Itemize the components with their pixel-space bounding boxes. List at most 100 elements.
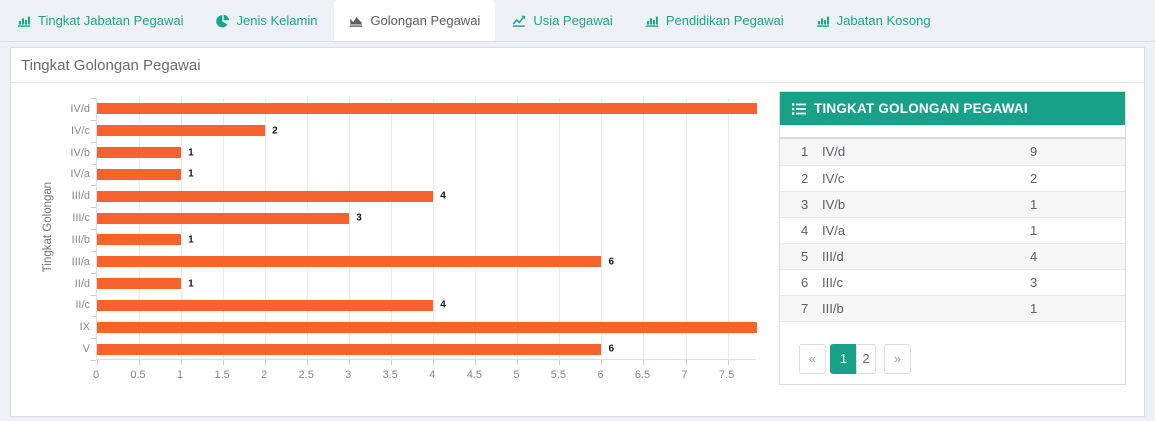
x-axis-tick bbox=[139, 360, 141, 365]
row-value-cell: 1 bbox=[1015, 190, 1125, 217]
table-footer-empty-row bbox=[780, 321, 1125, 334]
table-row: 1 IV/d 9 bbox=[780, 139, 1125, 165]
x-axis-tick-label: 1.5 bbox=[214, 369, 230, 381]
bar-ii-d bbox=[97, 278, 182, 290]
y-axis-label: III/c bbox=[72, 212, 90, 225]
tab-label: Golongan Pegawai bbox=[370, 13, 481, 28]
x-axis-tick bbox=[601, 360, 603, 365]
row-label-cell: IV/a bbox=[822, 216, 1015, 243]
x-axis-tick-label: 4.5 bbox=[466, 369, 482, 381]
bar-v bbox=[97, 343, 602, 355]
tab-usia-pegawai[interactable]: Usia Pegawai bbox=[497, 0, 628, 41]
y-axis-label: IV/c bbox=[71, 124, 90, 137]
y-axis-label: III/d bbox=[71, 190, 90, 203]
row-index-cell: 4 bbox=[780, 216, 822, 243]
table-row: 2 IV/c 2 bbox=[780, 164, 1125, 191]
y-axis-label: V bbox=[82, 343, 90, 356]
y-axis-tick bbox=[91, 294, 96, 296]
bar-value-label: 4 bbox=[440, 190, 446, 202]
gridline bbox=[223, 98, 225, 359]
bar-value-label: 3 bbox=[356, 212, 362, 224]
x-axis-tick-label: 5 bbox=[513, 369, 520, 381]
x-axis-tick-label: 6 bbox=[597, 369, 604, 381]
bar-iv-c bbox=[97, 125, 266, 137]
summary-table-body: 1 IV/d 9 2 IV/c 2 3 IV/b 1 4 IV/a 1 5 III/d 4 6 III/c 3 7 I… bbox=[780, 139, 1125, 321]
bar-iv-b bbox=[97, 147, 182, 159]
x-axis-tick bbox=[391, 360, 393, 365]
chart-panel: Tingkat Golongan Pegawai Tingkat Golonga… bbox=[10, 47, 1145, 417]
y-axis-tick bbox=[91, 229, 96, 230]
gridline bbox=[433, 98, 435, 359]
summary-card-title: TINGKAT GOLONGAN PEGAWAI bbox=[814, 101, 1028, 116]
table-row: 7 III/b 1 bbox=[780, 294, 1125, 321]
bar-value-label: 1 bbox=[188, 278, 194, 290]
x-axis-tick bbox=[517, 360, 519, 365]
gridline bbox=[517, 98, 519, 359]
x-axis-tick bbox=[265, 360, 267, 365]
x-axis-tick-label: 7.5 bbox=[718, 369, 735, 381]
summary-card: TINGKAT GOLONGAN PEGAWAI 1 IV/d 9 2 IV/c 2 3 IV… bbox=[779, 91, 1126, 385]
x-axis-tick bbox=[433, 360, 435, 365]
y-axis-label: III/b bbox=[71, 233, 90, 246]
row-label-cell: IV/c bbox=[822, 164, 1015, 191]
x-axis-tick-label: 5.5 bbox=[550, 369, 567, 381]
gridline bbox=[643, 98, 645, 359]
gridline bbox=[349, 98, 351, 359]
tab-pendidikan-pegawai[interactable]: Pendidikan Pegawai bbox=[630, 0, 799, 41]
page-button-2[interactable]: 2 bbox=[856, 344, 876, 374]
bar-chart-icon bbox=[816, 14, 830, 28]
x-axis-tick bbox=[727, 360, 729, 365]
tab-jabatan-kosong[interactable]: Jabatan Kosong bbox=[801, 0, 946, 41]
tab-tingkat-jabatan-pegawai[interactable]: Tingkat Jabatan Pegawai bbox=[2, 0, 199, 41]
y-axis-label: III/a bbox=[71, 255, 90, 268]
y-axis-label: IV/a bbox=[70, 168, 90, 181]
page-button-1[interactable]: 1 bbox=[830, 344, 857, 374]
y-axis-tick bbox=[91, 207, 96, 209]
tab-label: Usia Pegawai bbox=[533, 13, 613, 28]
y-axis-label: II/d bbox=[74, 277, 90, 290]
x-axis-tick-label: 4 bbox=[429, 369, 436, 381]
gridline bbox=[559, 98, 561, 359]
x-axis-tick-label: 0 bbox=[92, 369, 100, 381]
bar-value-label: 1 bbox=[188, 234, 194, 246]
table-row: 5 III/d 4 bbox=[780, 242, 1125, 269]
bar-value-label: 1 bbox=[188, 168, 194, 180]
collapse-button[interactable] bbox=[1112, 54, 1134, 76]
bar-chart-icon bbox=[17, 14, 31, 28]
page-next-button[interactable]: » bbox=[884, 344, 911, 374]
x-axis-tick-label: 0.5 bbox=[130, 369, 146, 381]
tab-bar: Tingkat Jabatan Pegawai Jenis Kelamin Golo… bbox=[0, 0, 1155, 42]
page-prev-button[interactable]: « bbox=[799, 344, 826, 374]
x-axis-tick bbox=[223, 360, 225, 365]
row-value-cell: 2 bbox=[1015, 164, 1125, 191]
row-index-cell: 3 bbox=[780, 190, 822, 217]
x-axis-tick bbox=[97, 360, 98, 365]
gridline bbox=[181, 98, 183, 359]
y-axis-tick bbox=[91, 119, 96, 121]
x-axis-tick-label: 3.5 bbox=[382, 369, 398, 381]
bar-value-label: 6 bbox=[608, 256, 615, 268]
tab-label: Pendidikan Pegawai bbox=[665, 13, 784, 28]
y-axis-tick bbox=[91, 98, 96, 99]
y-axis-tick bbox=[91, 272, 96, 274]
bar-iii-c bbox=[97, 212, 350, 224]
bar-chart-icon bbox=[645, 14, 659, 28]
y-axis-label: IX bbox=[79, 321, 90, 334]
x-axis-tick bbox=[181, 360, 183, 365]
bar-iii-a bbox=[97, 256, 602, 268]
row-value-cell: 9 bbox=[1030, 144, 1038, 160]
tab-label: Tingkat Jabatan Pegawai bbox=[38, 13, 184, 28]
bar-iii-b bbox=[97, 234, 182, 246]
y-axis-label: IV/d bbox=[70, 102, 90, 115]
y-axis-tick bbox=[91, 250, 96, 252]
row-label-cell: III/b bbox=[822, 294, 1015, 321]
x-axis-tick bbox=[643, 360, 645, 365]
line-chart-icon bbox=[512, 14, 526, 28]
x-axis-tick bbox=[685, 360, 687, 365]
tab-jenis-kelamin[interactable]: Jenis Kelamin bbox=[201, 0, 333, 41]
x-axis-tick bbox=[559, 360, 561, 365]
x-axis-tick-label: 2 bbox=[261, 369, 268, 381]
row-value-cell: 1 bbox=[1015, 294, 1125, 321]
area-chart-icon bbox=[349, 14, 363, 28]
tab-golongan-pegawai[interactable]: Golongan Pegawai bbox=[334, 0, 496, 41]
